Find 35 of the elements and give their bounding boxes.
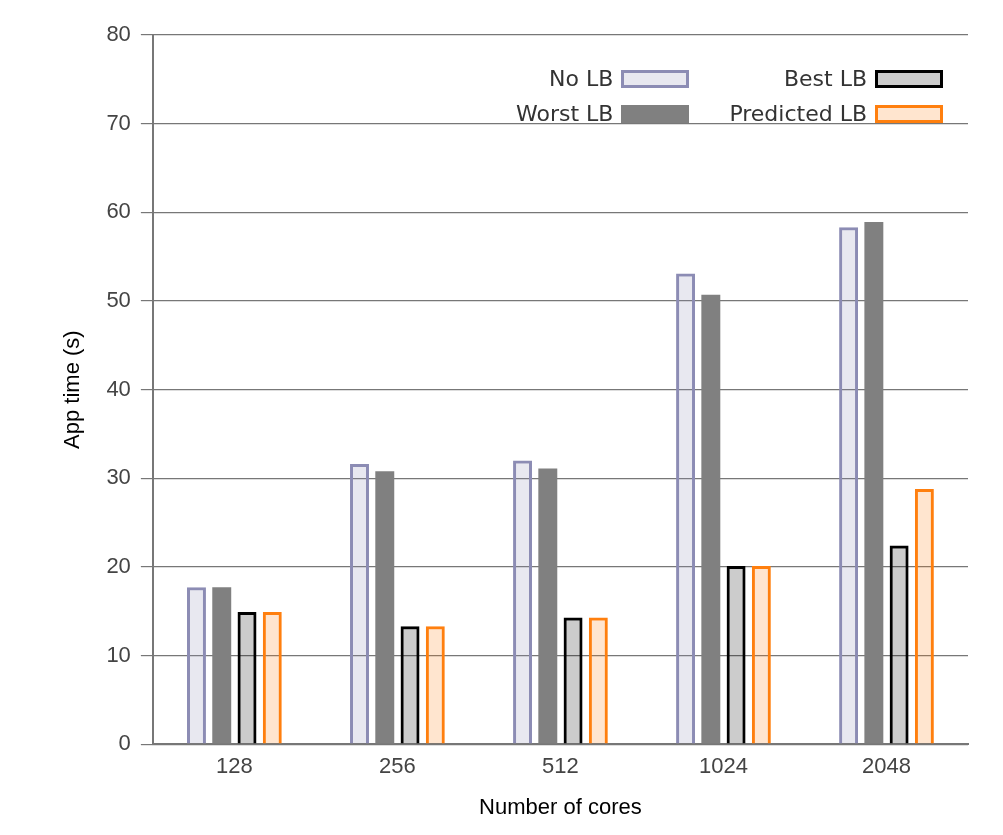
- x-tick-label: 512: [542, 753, 579, 779]
- y-tick-label: 40: [106, 375, 131, 401]
- bar: [513, 460, 533, 744]
- legend-label: Worst LB: [515, 101, 614, 126]
- bar: [400, 626, 420, 744]
- x-tick-label: 128: [216, 753, 253, 779]
- bar: [676, 273, 696, 744]
- bar: [425, 626, 445, 744]
- y-tick-label: 50: [106, 287, 131, 313]
- y-tick-label: 20: [106, 552, 131, 578]
- x-tick-label: 2048: [862, 753, 911, 779]
- x-tick-label: 1024: [698, 753, 748, 779]
- y-tick-label: 60: [106, 198, 131, 224]
- legend-label: Best LB: [783, 66, 867, 91]
- y-tick-label: 10: [106, 641, 131, 667]
- y-tick-label: 70: [106, 109, 131, 135]
- x-tick-label: 256: [379, 753, 416, 779]
- bar: [889, 545, 909, 744]
- y-tick-label: 80: [106, 21, 131, 47]
- bar: [262, 612, 282, 744]
- bar: [563, 617, 583, 744]
- bar: [237, 612, 257, 744]
- bar: [914, 488, 934, 744]
- bar: [187, 587, 206, 744]
- bar: [726, 566, 746, 744]
- bar: [588, 617, 608, 744]
- y-tick-label: 0: [118, 730, 131, 756]
- y-axis-title: App time (s): [59, 330, 85, 449]
- bar: [751, 566, 771, 744]
- y-tick-label: 30: [106, 464, 131, 490]
- legend-label: Predicted LB: [729, 101, 867, 126]
- bar: [350, 464, 369, 744]
- legend-label: No LB: [549, 66, 614, 91]
- bar: [839, 227, 859, 744]
- x-axis-title: Number of cores: [479, 793, 642, 819]
